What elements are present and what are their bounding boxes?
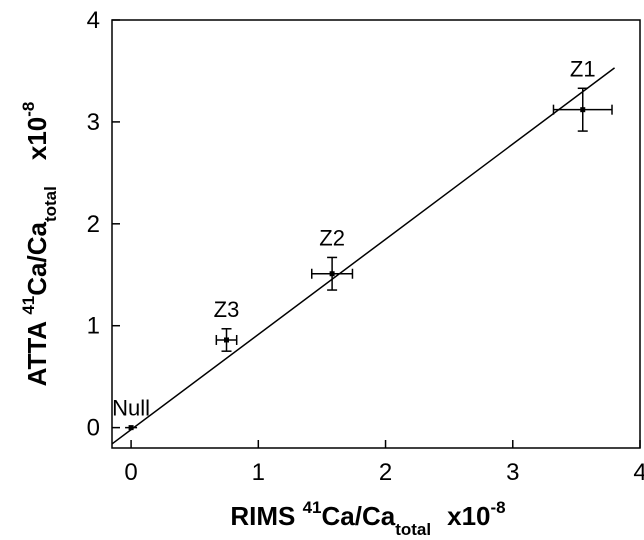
x-tick-label: 3 [506,459,519,486]
x-title-main: Ca/Ca [322,501,396,531]
tick-marks [112,19,641,448]
x-title-exp: -8 [491,498,506,517]
data-point-marker [329,271,335,277]
data-point-group: Z3 [214,297,240,352]
x-tick-label: 1 [252,459,265,486]
x-title-sub: total [395,520,431,539]
data-point-label: Z3 [214,297,240,322]
y-title-isotope: 41 [19,296,38,315]
x-title-prefix: RIMS [230,501,302,531]
data-point-label: Z1 [570,56,596,81]
data-point-group: Z1 [552,56,613,132]
data-point-marker [224,337,230,343]
tick-labels: 0 1 2 3 4 0 1 2 3 4 [87,7,644,486]
x-tick-label: 2 [379,459,392,486]
y-title-main: Ca/Ca [22,221,52,295]
x-title-isotope: 41 [303,498,322,517]
y-tick-label: 3 [87,109,100,136]
y-tick-label: 1 [87,313,100,340]
data-point-marker [580,107,586,113]
data-point-group: Z2 [310,225,354,291]
y-axis-title: ATTA 41Ca/Catotal x10-8 [19,102,60,387]
x-tick-label: 0 [124,459,137,486]
y-title-exp: -8 [19,102,38,117]
plot-frame [111,19,641,449]
data-point-group: Null [112,396,150,431]
y-title-scale: x10 [22,117,52,160]
data-points: Null Z3 Z2 Z1 [112,56,613,431]
x-tick-label: 4 [633,459,644,486]
x-axis-title: RIMS 41Ca/Catotal x10-8 [230,498,505,539]
data-point-label: Null [112,396,150,421]
y-title-prefix: ATTA [22,315,52,387]
x-title-scale: x10 [447,501,490,531]
y-tick-label: 0 [87,415,100,442]
y-tick-label: 2 [87,211,100,238]
fit-line [111,67,616,445]
y-title-sub: total [41,186,60,222]
data-point-marker [128,425,134,431]
y-tick-label: 4 [87,7,100,34]
data-point-label: Z2 [319,225,345,250]
